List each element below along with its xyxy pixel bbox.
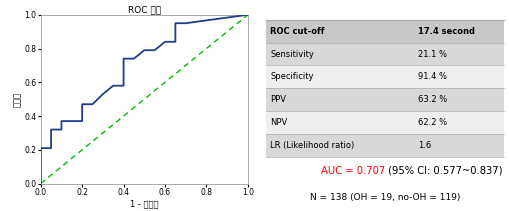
- Text: 21.1 %: 21.1 %: [418, 50, 447, 58]
- FancyBboxPatch shape: [413, 88, 504, 111]
- Y-axis label: 민감도: 민감도: [13, 92, 22, 107]
- FancyBboxPatch shape: [413, 65, 504, 88]
- Text: 1.6: 1.6: [418, 141, 432, 150]
- Text: AUC = 0.707: AUC = 0.707: [321, 166, 385, 176]
- Title: ROC 곡선: ROC 곡선: [128, 5, 161, 14]
- Text: Specificity: Specificity: [270, 72, 314, 81]
- X-axis label: 1 - 특이도: 1 - 특이도: [130, 200, 158, 208]
- Text: Sensitivity: Sensitivity: [270, 50, 315, 58]
- Text: 62.2 %: 62.2 %: [418, 118, 447, 127]
- FancyBboxPatch shape: [266, 134, 413, 157]
- Text: PPV: PPV: [270, 95, 287, 104]
- Text: ROC cut-off: ROC cut-off: [270, 27, 325, 36]
- FancyBboxPatch shape: [413, 111, 504, 134]
- FancyBboxPatch shape: [413, 43, 504, 65]
- Text: 91.4 %: 91.4 %: [418, 72, 447, 81]
- Text: N = 138 (OH = 19, no-OH = 119): N = 138 (OH = 19, no-OH = 119): [309, 193, 460, 202]
- Text: (95% CI: 0.577~0.837): (95% CI: 0.577~0.837): [385, 166, 502, 176]
- FancyBboxPatch shape: [413, 20, 504, 43]
- FancyBboxPatch shape: [266, 88, 413, 111]
- FancyBboxPatch shape: [266, 65, 413, 88]
- Text: 63.2 %: 63.2 %: [418, 95, 447, 104]
- Text: 17.4 second: 17.4 second: [418, 27, 475, 36]
- Text: LR (Likelihood ratio): LR (Likelihood ratio): [270, 141, 355, 150]
- FancyBboxPatch shape: [266, 111, 413, 134]
- FancyBboxPatch shape: [266, 20, 413, 43]
- FancyBboxPatch shape: [266, 43, 413, 65]
- FancyBboxPatch shape: [413, 134, 504, 157]
- Text: NPV: NPV: [270, 118, 288, 127]
